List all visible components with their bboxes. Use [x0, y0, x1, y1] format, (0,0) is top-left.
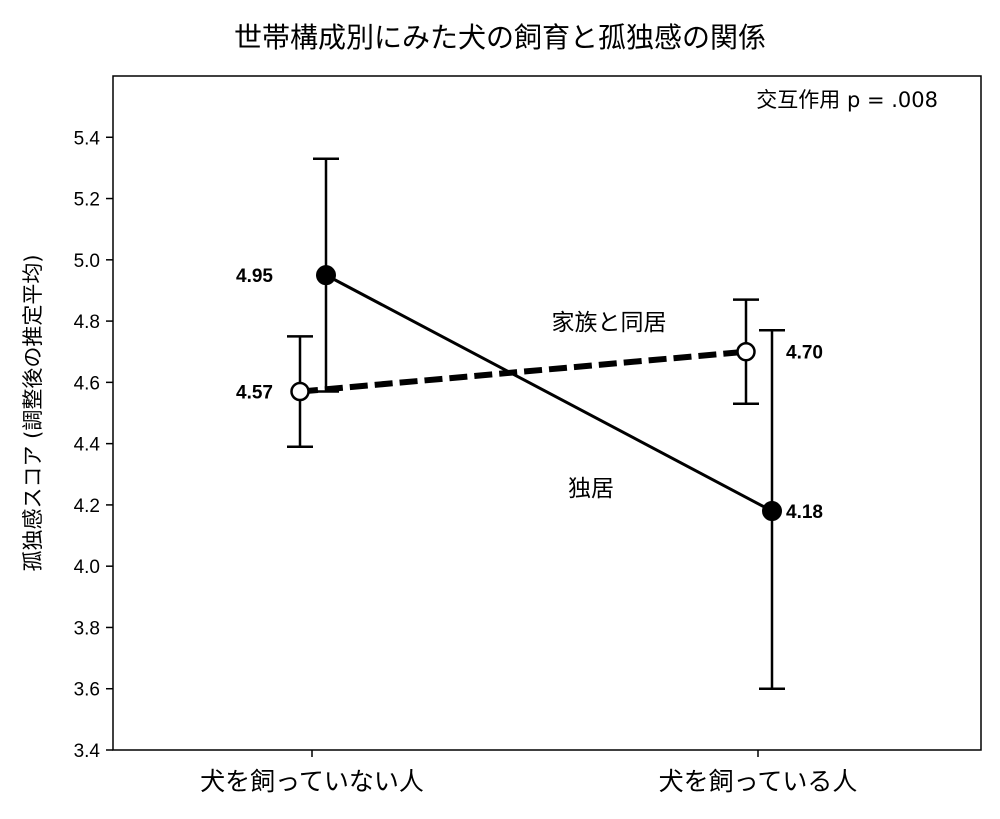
series-label: 独居 [568, 476, 614, 502]
data-point-solo [762, 501, 782, 522]
y-tick-label: 5.0 [74, 251, 100, 272]
y-tick-label: 4.8 [74, 312, 100, 333]
series-label: 家族と同居 [552, 310, 667, 336]
y-tick-label: 3.8 [74, 618, 100, 639]
y-tick-label: 4.6 [74, 373, 100, 394]
interaction-annotation: 交互作用 p = .008 [756, 88, 938, 112]
data-point-family [290, 381, 310, 402]
x-axis-ticks: 犬を飼っていない人 犬を飼っている人 [200, 750, 857, 796]
y-tick-label: 3.4 [74, 741, 101, 762]
y-axis-ticks: 3.4 3.6 3.8 4.0 4.2 4.4 4.6 4.8 5.0 5.2 5.4 [74, 128, 113, 762]
y-tick-label: 4.2 [74, 496, 100, 517]
y-axis-label: 孤独感スコア (調整後の推定平均) [21, 254, 45, 571]
data-label: 4.95 [236, 266, 273, 287]
series-line-solo [325, 273, 773, 513]
y-tick-label: 3.6 [74, 680, 100, 701]
chart-title: 世帯構成別にみた犬の飼育と孤独感の関係 [234, 21, 766, 54]
data-label: 4.18 [786, 502, 823, 523]
data-label: 4.57 [236, 383, 273, 404]
data-label: 4.70 [786, 343, 823, 364]
y-tick-label: 5.2 [74, 190, 100, 211]
x-tick-label: 犬を飼っていない人 [200, 767, 424, 796]
data-point-family [736, 341, 756, 362]
y-tick-label: 5.4 [74, 128, 101, 149]
y-tick-label: 4.4 [74, 435, 101, 456]
x-tick-label: 犬を飼っている人 [659, 767, 858, 796]
series-line-family [299, 348, 747, 395]
plot-frame [112, 75, 982, 751]
data-point-solo [316, 265, 336, 286]
y-tick-label: 4.0 [74, 557, 100, 578]
